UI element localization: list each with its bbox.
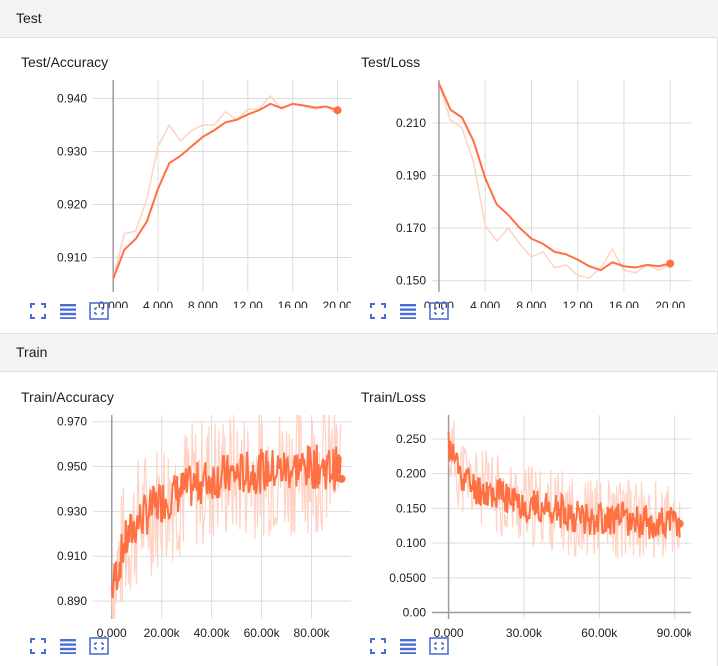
series-group (110, 415, 343, 619)
y-tick-label: 0.940 (57, 92, 87, 106)
section-title: Train (16, 344, 48, 360)
chart-plot[interactable]: 0.000 30.00k 60.00k 90.00k 0.00 0.0500 0.100 0.… (361, 413, 691, 643)
y-tick-label: 0.100 (396, 536, 426, 550)
data-list-icon (60, 639, 76, 654)
x-tick-label: 80.00k (294, 626, 331, 640)
x-tick-label: 4.000 (143, 299, 173, 308)
x-tick-label: 20.00k (144, 626, 181, 640)
x-tick-label: 4.000 (470, 299, 500, 308)
x-tick-label: 0.000 (97, 626, 127, 640)
data-list-button[interactable] (399, 302, 421, 322)
fullscreen-icon (370, 638, 386, 654)
y-tick-label: 0.190 (396, 168, 426, 182)
chart-title: Train/Accuracy (21, 389, 114, 405)
section-header-test[interactable]: Test (0, 0, 718, 38)
data-list-button[interactable] (399, 637, 421, 657)
series-line-smoothed (447, 431, 681, 541)
series-line-smoothed (112, 102, 338, 280)
data-list-icon (400, 639, 416, 654)
y-tick-label: 0.210 (396, 116, 426, 130)
y-tick-label: 0.200 (396, 467, 426, 481)
data-list-icon (400, 304, 416, 319)
y-tick-label: 0.890 (57, 594, 87, 608)
chart-plot[interactable]: 0.000 4.000 8.000 12.00 16.00 20.000.1500.170… (361, 78, 691, 308)
y-tick-label: 0.910 (57, 251, 87, 265)
series-end-point (337, 474, 346, 483)
series-group (438, 83, 671, 279)
series-line-raw (447, 419, 681, 560)
fullscreen-button[interactable] (369, 302, 391, 322)
fit-domain-button[interactable] (429, 302, 451, 322)
data-list-button[interactable] (59, 302, 81, 322)
x-tick-label: 60.00k (244, 626, 281, 640)
fullscreen-icon (370, 303, 386, 319)
fit-domain-button[interactable] (429, 637, 451, 657)
series-line-smoothed (110, 444, 342, 599)
x-tick-label: 20.00 (655, 299, 685, 308)
chart-title: Test/Loss (361, 54, 421, 70)
fit-domain-icon (89, 637, 109, 655)
fullscreen-button[interactable] (369, 637, 391, 657)
chart-toolbar (21, 637, 141, 657)
x-tick-label: 0.000 (98, 299, 128, 308)
y-tick-label: 0.00 (403, 606, 427, 620)
section-header-train[interactable]: Train (0, 334, 718, 372)
x-tick-label: 90.00k (657, 626, 691, 640)
y-tick-label: 0.970 (57, 415, 87, 429)
chart-plot[interactable]: 0.000 4.000 8.000 12.00 16.00 20.00 0.910 0.920… (21, 78, 351, 308)
data-list-button[interactable] (59, 637, 81, 657)
y-tick-label: 0.150 (396, 274, 426, 288)
x-tick-label: 40.00k (194, 626, 231, 640)
chart-title: Test/Accuracy (21, 54, 109, 70)
chart-card-train-accuracy: Train/Accuracy 0.000 20.00k 40.00k 60.00k 80… (21, 389, 351, 659)
x-tick-label: 12.00 (233, 299, 263, 308)
chart-title: Train/Loss (361, 389, 426, 405)
chart-card-test-accuracy: Test/Accuracy 0.000 4.000 8.000 12.00 16.00 2… (21, 54, 351, 324)
fullscreen-button[interactable] (29, 637, 51, 657)
chart-toolbar (361, 302, 481, 322)
fit-domain-icon (89, 302, 109, 320)
series-group (447, 419, 681, 560)
series-line-raw (438, 83, 671, 279)
y-tick-label: 0.930 (57, 504, 87, 518)
data-list-icon (60, 304, 76, 319)
chart-plot[interactable]: 0.000 20.00k 40.00k 60.00k 80.00k 0.890 0.910 0… (21, 413, 351, 643)
series-group (112, 94, 338, 280)
x-tick-label: 16.00 (278, 299, 308, 308)
x-tick-label: 12.00 (563, 299, 593, 308)
fullscreen-button[interactable] (29, 302, 51, 322)
series-end-point (666, 259, 675, 268)
chart-toolbar (21, 302, 141, 322)
chart-toolbar (361, 637, 481, 657)
fit-domain-button[interactable] (89, 302, 111, 322)
x-tick-label: 8.000 (516, 299, 546, 308)
series-end-point (675, 519, 684, 528)
fit-domain-icon (429, 302, 449, 320)
chart-card-test-loss: Test/Loss 0.000 4.000 8.000 12.00 16.00 20.00… (361, 54, 691, 324)
y-tick-label: 0.910 (57, 549, 87, 563)
x-tick-label: 20.00 (323, 299, 351, 308)
chart-card-train-loss: Train/Loss 0.000 30.00k 60.00k 90.00k 0.00 0.… (361, 389, 691, 659)
y-tick-label: 0.920 (57, 198, 87, 212)
y-tick-label: 0.930 (57, 145, 87, 159)
fit-domain-button[interactable] (89, 637, 111, 657)
x-tick-label: 16.00 (609, 299, 639, 308)
series-end-point (333, 106, 342, 115)
fit-domain-icon (429, 637, 449, 655)
y-tick-label: 0.0500 (389, 571, 426, 585)
y-tick-label: 0.150 (396, 501, 426, 515)
section-title: Test (16, 10, 42, 26)
x-tick-label: 60.00k (581, 626, 618, 640)
y-tick-label: 0.250 (396, 432, 426, 446)
fullscreen-icon (30, 303, 46, 319)
x-tick-label: 8.000 (188, 299, 218, 308)
section-divider (0, 333, 718, 334)
x-tick-label: 0.000 (434, 626, 464, 640)
y-tick-label: 0.170 (396, 221, 426, 235)
series-line-smoothed (438, 83, 671, 272)
fullscreen-icon (30, 638, 46, 654)
y-tick-label: 0.950 (57, 460, 87, 474)
x-tick-label: 30.00k (506, 626, 543, 640)
